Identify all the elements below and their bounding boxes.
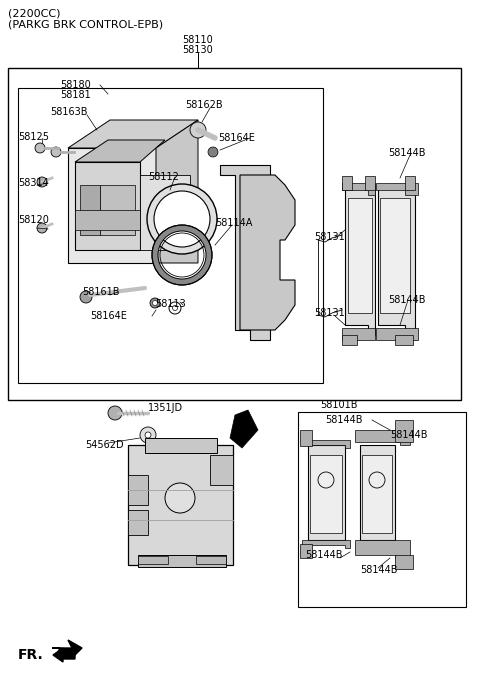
- Bar: [348, 198, 372, 313]
- Bar: [405, 176, 415, 190]
- Text: 58130: 58130: [182, 45, 214, 55]
- Bar: [128, 475, 148, 505]
- Circle shape: [108, 406, 122, 420]
- Bar: [80, 185, 100, 235]
- Text: 58164E: 58164E: [218, 133, 255, 143]
- Bar: [376, 328, 418, 340]
- Text: 54562D: 54562D: [85, 440, 124, 450]
- Text: 1351JD: 1351JD: [148, 403, 183, 413]
- Bar: [128, 510, 148, 535]
- Polygon shape: [376, 183, 418, 195]
- Bar: [300, 544, 312, 558]
- Bar: [8, 68, 461, 400]
- Bar: [68, 148, 156, 263]
- Text: 58112: 58112: [148, 172, 179, 182]
- Bar: [75, 210, 140, 230]
- Circle shape: [190, 122, 206, 138]
- FancyArrow shape: [53, 648, 75, 662]
- Circle shape: [51, 147, 61, 157]
- Polygon shape: [240, 175, 295, 330]
- Bar: [75, 162, 140, 250]
- Text: 58163B: 58163B: [50, 107, 87, 117]
- Bar: [395, 335, 413, 345]
- Bar: [298, 412, 466, 607]
- Bar: [210, 455, 233, 485]
- Bar: [342, 328, 375, 340]
- Circle shape: [147, 184, 217, 254]
- Bar: [362, 455, 392, 533]
- Text: 58120: 58120: [18, 215, 49, 225]
- Circle shape: [154, 191, 210, 247]
- Circle shape: [37, 177, 47, 187]
- Text: 58314: 58314: [18, 178, 49, 188]
- Text: 58131: 58131: [314, 232, 345, 242]
- Circle shape: [35, 143, 45, 153]
- Circle shape: [80, 291, 92, 303]
- Polygon shape: [355, 430, 410, 445]
- Text: 58110: 58110: [182, 35, 214, 45]
- Text: 58144B: 58144B: [305, 550, 343, 560]
- Text: 58144B: 58144B: [390, 430, 428, 440]
- Bar: [138, 556, 168, 564]
- Circle shape: [165, 483, 195, 513]
- Circle shape: [145, 432, 151, 438]
- Text: 58180: 58180: [60, 80, 91, 90]
- Bar: [196, 556, 226, 564]
- Text: 58144B: 58144B: [388, 148, 425, 158]
- Circle shape: [172, 306, 178, 310]
- Polygon shape: [378, 185, 415, 335]
- Polygon shape: [68, 120, 198, 148]
- Bar: [365, 176, 375, 190]
- Bar: [145, 438, 217, 453]
- Text: (PARKG BRK CONTROL-EPB): (PARKG BRK CONTROL-EPB): [8, 19, 163, 29]
- Circle shape: [153, 301, 157, 306]
- Circle shape: [140, 427, 156, 443]
- Text: 58144B: 58144B: [388, 295, 425, 305]
- Bar: [342, 335, 357, 345]
- Circle shape: [37, 223, 47, 233]
- Text: 58181: 58181: [60, 90, 91, 100]
- Polygon shape: [302, 440, 350, 448]
- Bar: [140, 175, 190, 250]
- Bar: [128, 445, 233, 565]
- Polygon shape: [302, 540, 350, 548]
- Polygon shape: [342, 183, 375, 195]
- Polygon shape: [75, 140, 165, 162]
- Polygon shape: [156, 120, 198, 263]
- Polygon shape: [220, 165, 270, 340]
- Bar: [138, 555, 226, 567]
- Bar: [310, 455, 342, 533]
- Polygon shape: [230, 410, 258, 448]
- Text: 58113: 58113: [155, 299, 186, 309]
- Polygon shape: [360, 445, 395, 540]
- Text: 58164E: 58164E: [90, 311, 127, 321]
- Polygon shape: [345, 185, 375, 335]
- Text: FR.: FR.: [18, 648, 44, 662]
- Bar: [158, 195, 206, 243]
- Text: (2200CC): (2200CC): [8, 8, 60, 18]
- Text: 58114A: 58114A: [215, 218, 252, 228]
- Text: 58144B: 58144B: [325, 415, 362, 425]
- Bar: [342, 176, 352, 190]
- Text: 58101B: 58101B: [320, 400, 358, 410]
- Bar: [395, 555, 413, 569]
- Bar: [380, 198, 410, 313]
- Text: 58144B: 58144B: [360, 565, 397, 575]
- Text: 58161B: 58161B: [82, 287, 120, 297]
- Bar: [18, 88, 323, 383]
- Polygon shape: [308, 445, 345, 540]
- Polygon shape: [355, 540, 410, 558]
- Circle shape: [150, 298, 160, 308]
- Text: 58125: 58125: [18, 132, 49, 142]
- Bar: [395, 420, 413, 442]
- Bar: [100, 185, 135, 235]
- Text: 58131: 58131: [314, 308, 345, 318]
- Text: 58162B: 58162B: [185, 100, 223, 110]
- Polygon shape: [52, 640, 82, 656]
- Bar: [300, 430, 312, 446]
- Circle shape: [208, 147, 218, 157]
